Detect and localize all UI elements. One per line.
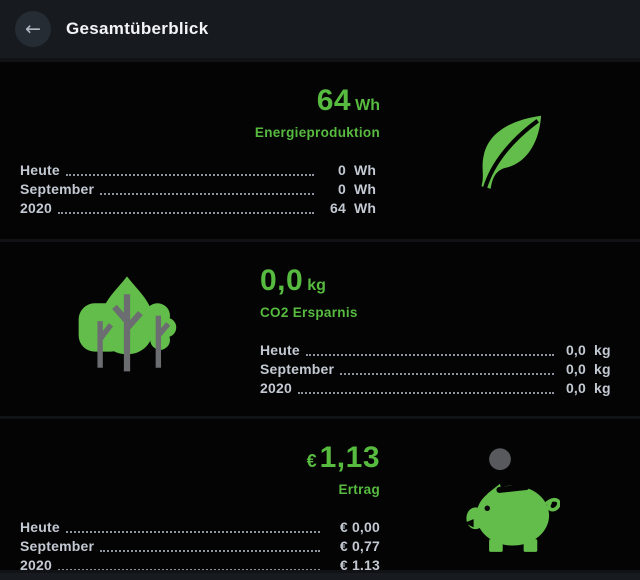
back-arrow-icon: ←	[25, 18, 41, 40]
row-label: Heute	[20, 162, 60, 178]
energy-icon-column	[380, 62, 640, 239]
currency-symbol: €	[306, 451, 317, 471]
co2-label: CO2 Ersparnis	[260, 305, 358, 320]
earnings-value-line: €1,13	[20, 442, 380, 479]
energy-label: Energieproduktion	[254, 125, 380, 140]
row-value: € 0,00	[339, 519, 380, 535]
dotted-leader	[100, 193, 314, 195]
bottom-bar	[0, 573, 640, 580]
row-label: 2020	[20, 557, 52, 570]
co2-value-line: 0,0 kg	[260, 265, 620, 302]
leaf-icon	[481, 115, 542, 189]
dotted-leader	[65, 174, 314, 176]
stat-row-year: 2020 64 Wh	[20, 199, 380, 218]
card-energy-production: 64 Wh Energieproduktion Heute 0 Wh Septem…	[0, 62, 640, 239]
dotted-leader	[297, 392, 554, 394]
row-label: Heute	[20, 519, 60, 535]
row-value: 64	[330, 200, 346, 216]
row-unit: Wh	[354, 162, 377, 178]
energy-unit: Wh	[355, 97, 380, 114]
earnings-value: 1,13	[319, 441, 380, 474]
row-label: 2020	[260, 380, 292, 396]
row-unit: kg	[594, 361, 611, 377]
earnings-icon-column	[380, 419, 640, 570]
co2-text-column: 0,0 kg CO2 Ersparnis Heute 0,0 kg Septemb…	[240, 242, 640, 416]
dotted-leader	[57, 569, 320, 570]
overview-content: 64 Wh Energieproduktion Heute 0 Wh Septem…	[0, 62, 640, 570]
co2-icon-column	[0, 242, 240, 416]
stat-row-month: September 0,0 kg	[260, 360, 620, 379]
earnings-metric: €1,13 Ertrag	[20, 419, 380, 498]
back-button[interactable]: ←	[15, 11, 51, 47]
page-title: Gesamtüberblick	[66, 19, 209, 38]
row-value: 0	[338, 181, 346, 197]
energy-metric: 64 Wh Energieproduktion	[20, 62, 380, 141]
card-co2-savings: 0,0 kg CO2 Ersparnis Heute 0,0 kg Septemb…	[0, 242, 640, 416]
row-label: September	[20, 181, 95, 197]
co2-rows: Heute 0,0 kg September 0,0 kg 2020 0,0 k…	[260, 341, 620, 398]
app-header: ← Gesamtüberblick	[0, 0, 640, 58]
row-value: 0,0	[565, 380, 586, 396]
stat-row-today: Heute 0 Wh	[20, 161, 380, 180]
card-earnings: €1,13 Ertrag Heute € 0,00 September € 0,…	[0, 419, 640, 570]
dotted-leader	[305, 354, 554, 356]
row-unit: kg	[594, 380, 611, 396]
row-unit: Wh	[354, 200, 377, 216]
row-value: 0,0	[565, 361, 586, 377]
row-value: € 0,77	[339, 538, 380, 554]
dotted-leader	[340, 373, 554, 375]
stat-row-year: 2020 0,0 kg	[260, 379, 620, 398]
stat-row-month: September 0 Wh	[20, 180, 380, 199]
stat-row-year: 2020 € 1,13	[20, 556, 380, 570]
stat-row-month: September € 0,77	[20, 537, 380, 556]
earnings-text-column: €1,13 Ertrag Heute € 0,00 September € 0,…	[0, 419, 380, 570]
piggy-bank-icon	[464, 447, 560, 552]
row-label: September	[20, 538, 95, 554]
energy-text-column: 64 Wh Energieproduktion Heute 0 Wh Septem…	[0, 62, 380, 239]
trees-icon	[78, 275, 177, 371]
row-label: 2020	[20, 200, 52, 216]
energy-value: 64	[316, 84, 352, 117]
row-label: Heute	[260, 342, 300, 358]
row-value: 0	[338, 162, 346, 178]
row-value: 0,0	[565, 342, 586, 358]
dotted-leader	[100, 550, 320, 552]
row-label: September	[260, 361, 335, 377]
row-unit: kg	[594, 342, 611, 358]
row-value: € 1,13	[339, 557, 380, 570]
dotted-leader	[57, 212, 314, 214]
energy-value-line: 64 Wh	[20, 85, 380, 122]
earnings-label: Ertrag	[338, 482, 380, 497]
stat-row-today: Heute 0,0 kg	[260, 341, 620, 360]
row-unit: Wh	[354, 181, 377, 197]
coin-icon	[489, 447, 511, 470]
dotted-leader	[65, 531, 320, 533]
stat-row-today: Heute € 0,00	[20, 518, 380, 537]
earnings-rows: Heute € 0,00 September € 0,77 2020 € 1,1…	[20, 518, 380, 570]
energy-rows: Heute 0 Wh September 0 Wh 2020 64 Wh	[20, 161, 380, 218]
co2-unit: kg	[307, 277, 326, 294]
co2-value: 0,0	[260, 264, 304, 297]
co2-metric: 0,0 kg CO2 Ersparnis	[260, 242, 620, 321]
